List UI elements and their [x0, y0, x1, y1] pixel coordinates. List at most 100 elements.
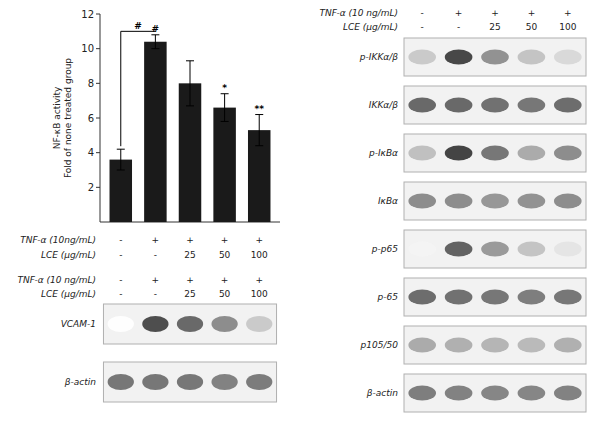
treatment-rows: TNF-α (10ng/mL)-++++LCE (μg/mL)--2550100 — [20, 235, 268, 260]
y-axis-label-line: Fold of none treated group — [63, 58, 73, 178]
band — [408, 385, 436, 400]
y-tick — [96, 118, 100, 119]
treatment-value: + — [491, 8, 499, 18]
band — [481, 289, 509, 304]
treatment-value: + — [152, 235, 160, 245]
band — [554, 385, 582, 400]
bar — [213, 108, 236, 222]
treatment-value: - — [119, 275, 122, 285]
error-bar-cap — [117, 170, 125, 171]
band — [211, 374, 237, 390]
blot-box — [404, 134, 586, 172]
band — [518, 241, 546, 256]
band — [445, 241, 473, 256]
blot-label: p-p65 — [371, 244, 398, 254]
blot-box — [103, 362, 276, 402]
error-bar-stem — [155, 35, 156, 49]
band — [445, 385, 473, 400]
treatment-value: 50 — [219, 250, 231, 260]
treatment-label: TNF-α (10ng/mL) — [20, 235, 96, 245]
bars — [110, 35, 271, 222]
error-bar-cap — [117, 149, 125, 150]
blot-panel: TNF-α (10 ng/mL)-++++LCE (μg/mL)--255010… — [319, 8, 586, 412]
blot-box — [404, 374, 586, 412]
blot-label: VCAM-1 — [61, 319, 96, 329]
treatment-value: + — [564, 8, 572, 18]
annotation: # — [134, 21, 142, 31]
blot-box — [404, 86, 586, 124]
band — [518, 97, 546, 112]
error-bar-cap — [221, 121, 229, 122]
treatment-value: + — [221, 235, 229, 245]
error-bar-stem — [224, 94, 225, 122]
blot-box — [404, 230, 586, 268]
band — [481, 385, 509, 400]
treatment-value: - — [421, 22, 424, 32]
band — [554, 97, 582, 112]
error-bar-cap — [151, 48, 159, 49]
band — [408, 145, 436, 160]
band — [445, 337, 473, 352]
band — [554, 49, 582, 64]
annotation: * — [222, 83, 227, 93]
y-tick-label: 8 — [88, 78, 94, 89]
blot-box — [103, 304, 276, 344]
annotations: ##*** — [121, 21, 264, 146]
y-axis-label: NF-κB activityFold of none treated group — [52, 58, 73, 178]
blot-box — [404, 38, 586, 76]
blot-box — [404, 182, 586, 220]
treatment-value: 25 — [489, 22, 500, 32]
band — [408, 193, 436, 208]
y-tick-label: 12 — [81, 9, 94, 20]
blot-label: p105/50 — [360, 340, 399, 350]
error-bar-cap — [151, 34, 159, 35]
band — [142, 374, 168, 390]
treatment-label: LCE (μg/mL) — [41, 250, 96, 260]
treatment-value: 100 — [251, 289, 268, 299]
band — [481, 49, 509, 64]
band — [481, 193, 509, 208]
error-bar — [186, 61, 194, 106]
band — [445, 97, 473, 112]
figure: 24681012NF-κB activityFold of none treat… — [0, 0, 593, 428]
error-bar-cap — [186, 105, 194, 106]
band — [445, 193, 473, 208]
treatment-value: - — [457, 22, 460, 32]
y-tick — [96, 152, 100, 153]
band — [518, 385, 546, 400]
band — [554, 241, 582, 256]
y-tick — [96, 83, 100, 84]
error-bar — [255, 115, 263, 146]
band — [445, 49, 473, 64]
blot-label: p-65 — [377, 292, 399, 302]
treatment-value: + — [221, 275, 229, 285]
error-bar-cap — [221, 93, 229, 94]
band — [518, 337, 546, 352]
band — [445, 145, 473, 160]
band — [408, 49, 436, 64]
y-tick-label: 2 — [88, 182, 94, 193]
treatment-value: + — [152, 275, 160, 285]
treatment-value: + — [186, 275, 194, 285]
band — [408, 97, 436, 112]
band — [108, 374, 134, 390]
band — [408, 337, 436, 352]
y-axis-label-line: NF-κB activity — [52, 86, 62, 149]
band — [246, 374, 272, 390]
band — [554, 289, 582, 304]
treatment-value: - — [119, 235, 122, 245]
band — [211, 316, 237, 332]
blot-label: p-IKKα/β — [359, 52, 398, 62]
treatment-value: 100 — [251, 250, 268, 260]
blot-panel: TNF-α (10 ng/mL)-++++LCE (μg/mL)--255010… — [17, 275, 276, 402]
treatment-value: + — [255, 275, 263, 285]
blot-label: IKKα/β — [369, 100, 398, 110]
band — [518, 49, 546, 64]
band — [408, 289, 436, 304]
band — [554, 337, 582, 352]
error-bar-cap — [255, 145, 263, 146]
y-tick — [96, 48, 100, 49]
treatment-value: + — [186, 235, 194, 245]
error-bar — [117, 149, 125, 170]
band — [554, 193, 582, 208]
